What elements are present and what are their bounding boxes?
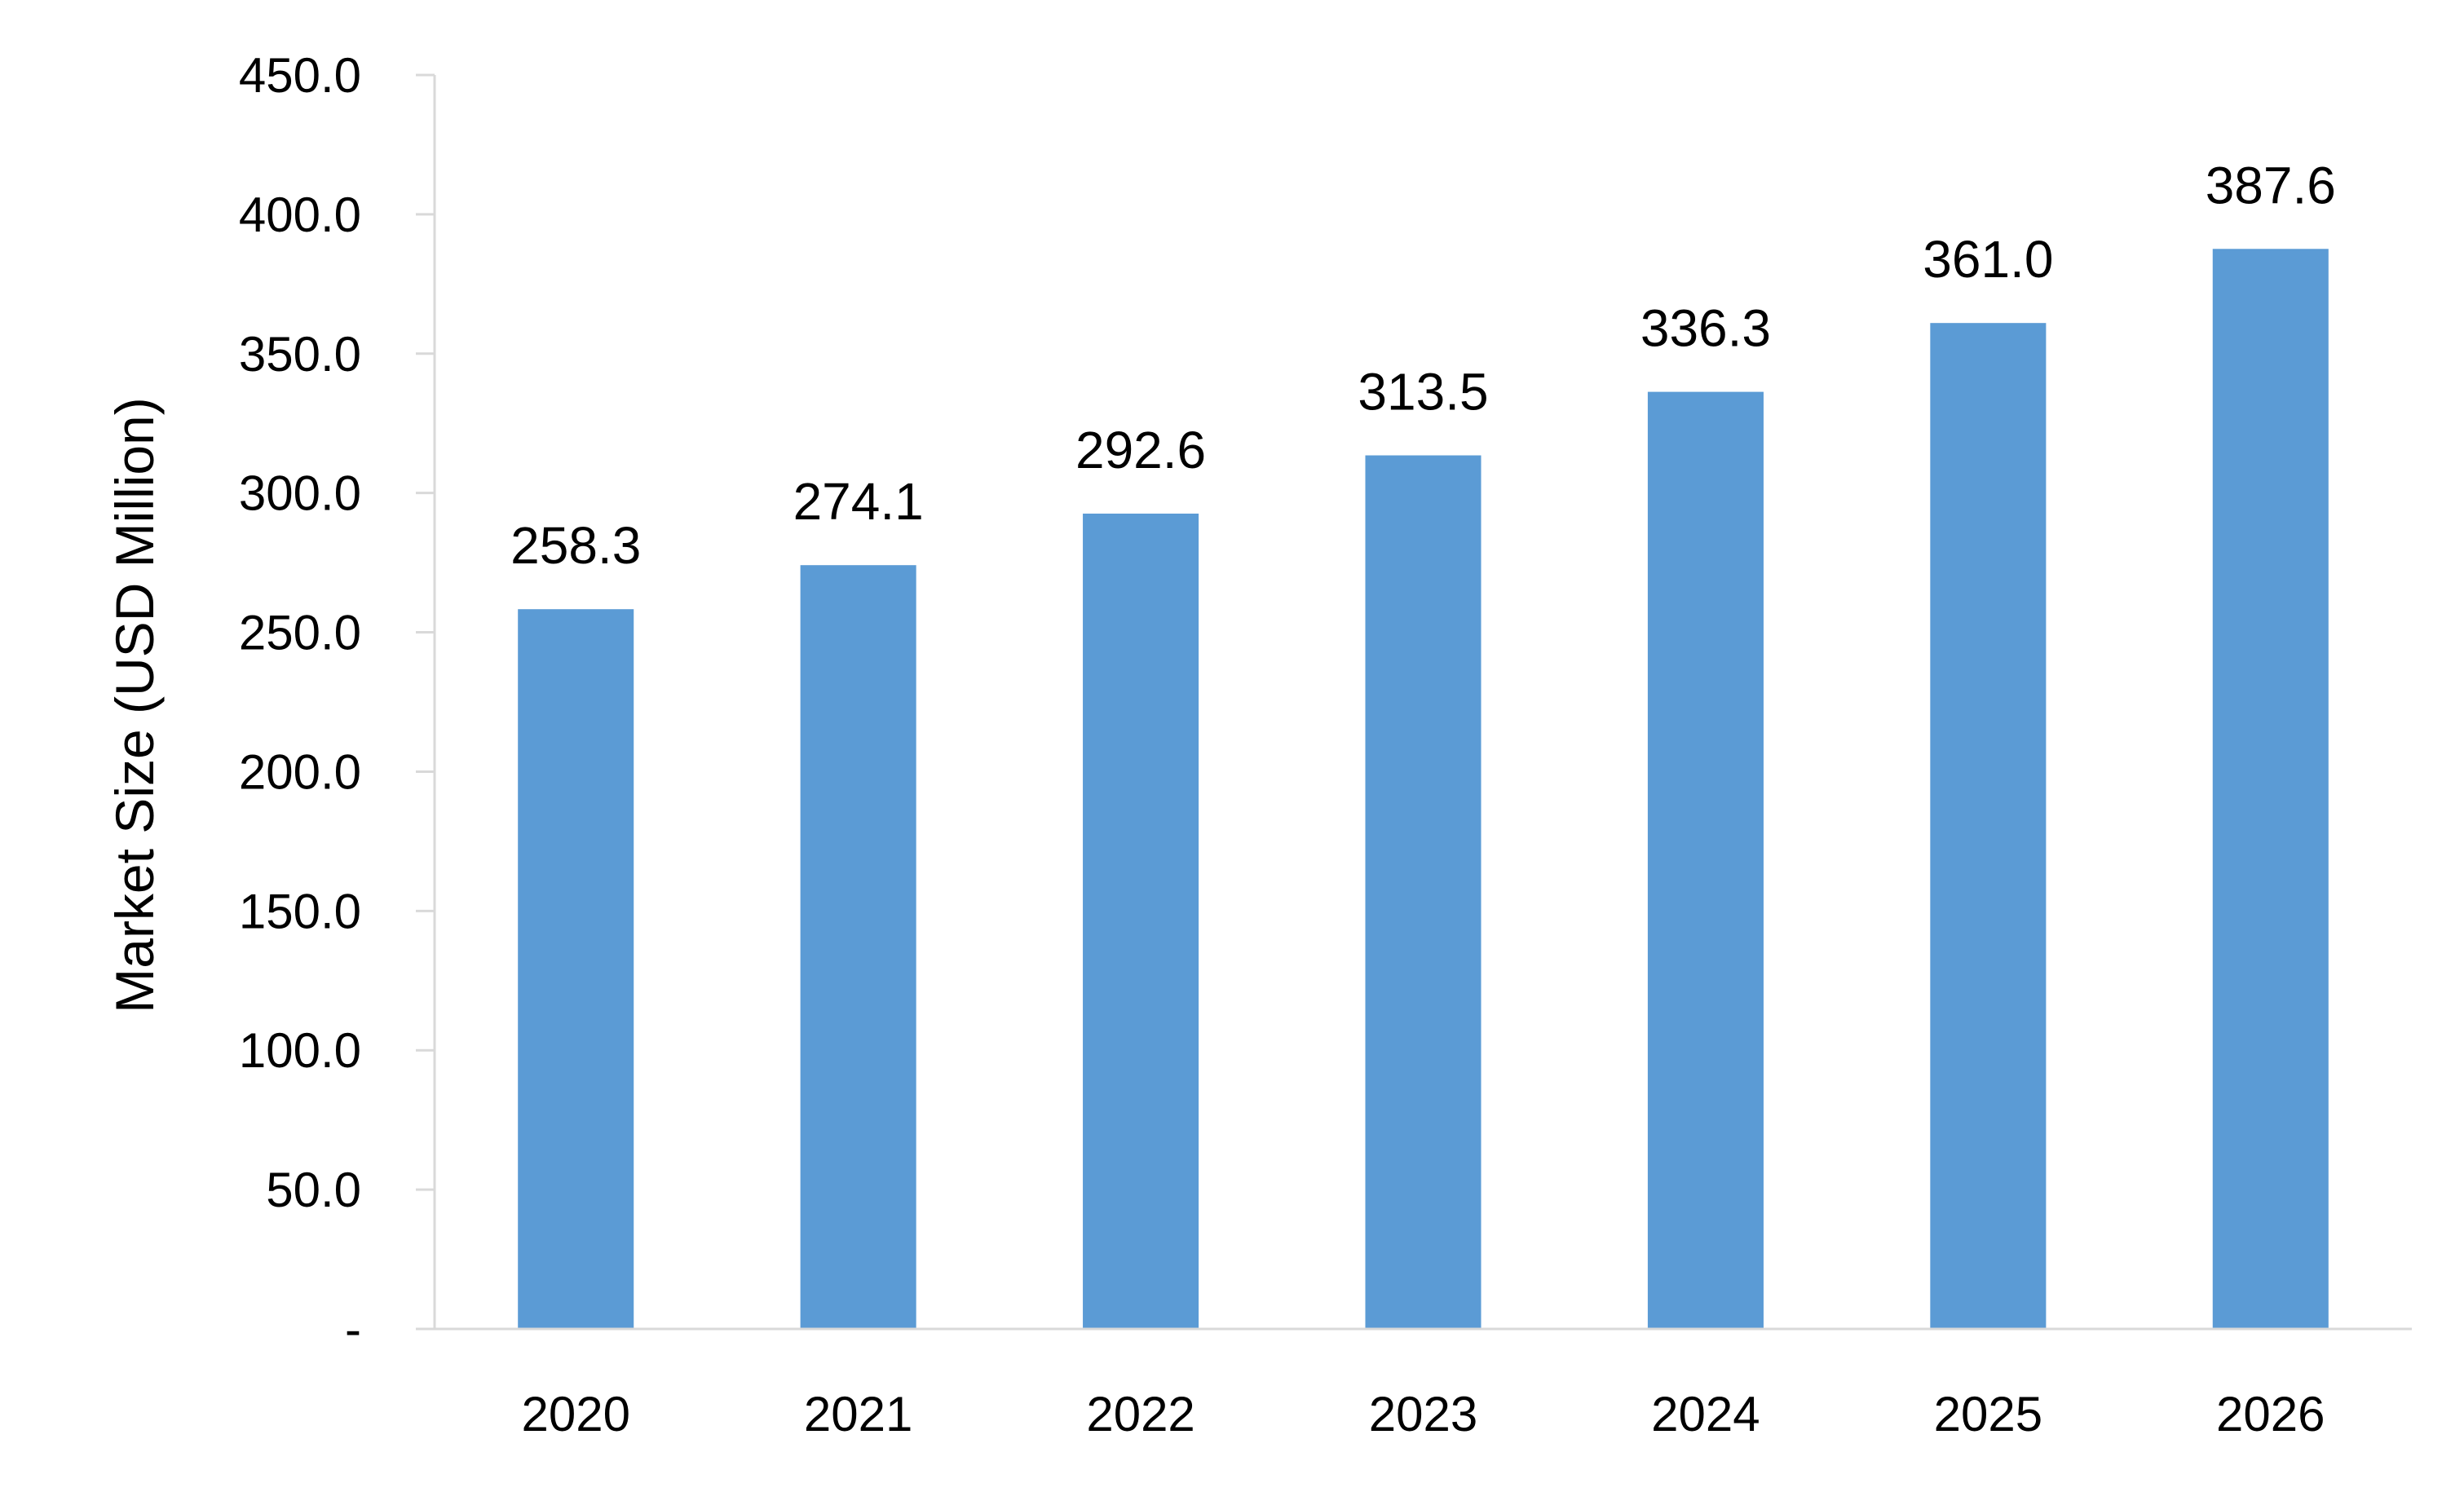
bar-2026	[2212, 249, 2329, 1330]
data-label-2021: 274.1	[793, 472, 924, 531]
x-tick-label-2020: 2020	[521, 1387, 629, 1441]
y-axis-title: Market Size (USD Million)	[104, 397, 165, 1013]
data-label-2026: 387.6	[2206, 156, 2336, 214]
bar-2022	[1083, 513, 1199, 1329]
bar-2023	[1365, 455, 1481, 1330]
y-tick-label: 200.0	[239, 744, 361, 799]
x-axis-tick-labels: 2020 2021 2022 2023 2024 2025 2026	[521, 1387, 2325, 1441]
bar-2024	[1647, 391, 1764, 1329]
bar-2025	[1930, 323, 2047, 1329]
y-tick-label: 450.0	[239, 48, 361, 103]
y-tick-label: 50.0	[266, 1163, 361, 1217]
bar-2020	[518, 609, 634, 1329]
x-tick-label-2023: 2023	[1369, 1387, 1477, 1441]
x-tick-label-2026: 2026	[2216, 1387, 2325, 1441]
y-axis-ticks: - 50.0 100.0 150.0 200.0 250.0 300.0 350.0 400.0…	[239, 48, 435, 1357]
y-tick-label: 250.0	[239, 606, 361, 660]
data-label-2022: 292.6	[1075, 421, 1206, 479]
data-label-2020: 258.3	[510, 516, 641, 575]
data-label-2025: 361.0	[1923, 230, 2053, 289]
bars	[518, 249, 2329, 1330]
y-tick-label: 300.0	[239, 466, 361, 521]
y-tick-label: 100.0	[239, 1023, 361, 1078]
x-tick-label-2021: 2021	[804, 1387, 912, 1441]
x-tick-label-2024: 2024	[1651, 1387, 1760, 1441]
x-tick-label-2025: 2025	[1934, 1387, 2042, 1441]
data-label-2023: 313.5	[1358, 363, 1488, 422]
y-tick-label: -	[345, 1302, 361, 1357]
y-tick-label: 350.0	[239, 327, 361, 382]
data-label-2024: 336.3	[1640, 299, 1771, 358]
y-tick-label: 150.0	[239, 884, 361, 938]
data-labels: 258.3 274.1 292.6 313.5 336.3 361.0 387.6	[510, 156, 2336, 575]
bar-2021	[800, 565, 916, 1329]
x-tick-label-2022: 2022	[1086, 1387, 1194, 1441]
y-tick-label: 400.0	[239, 188, 361, 242]
